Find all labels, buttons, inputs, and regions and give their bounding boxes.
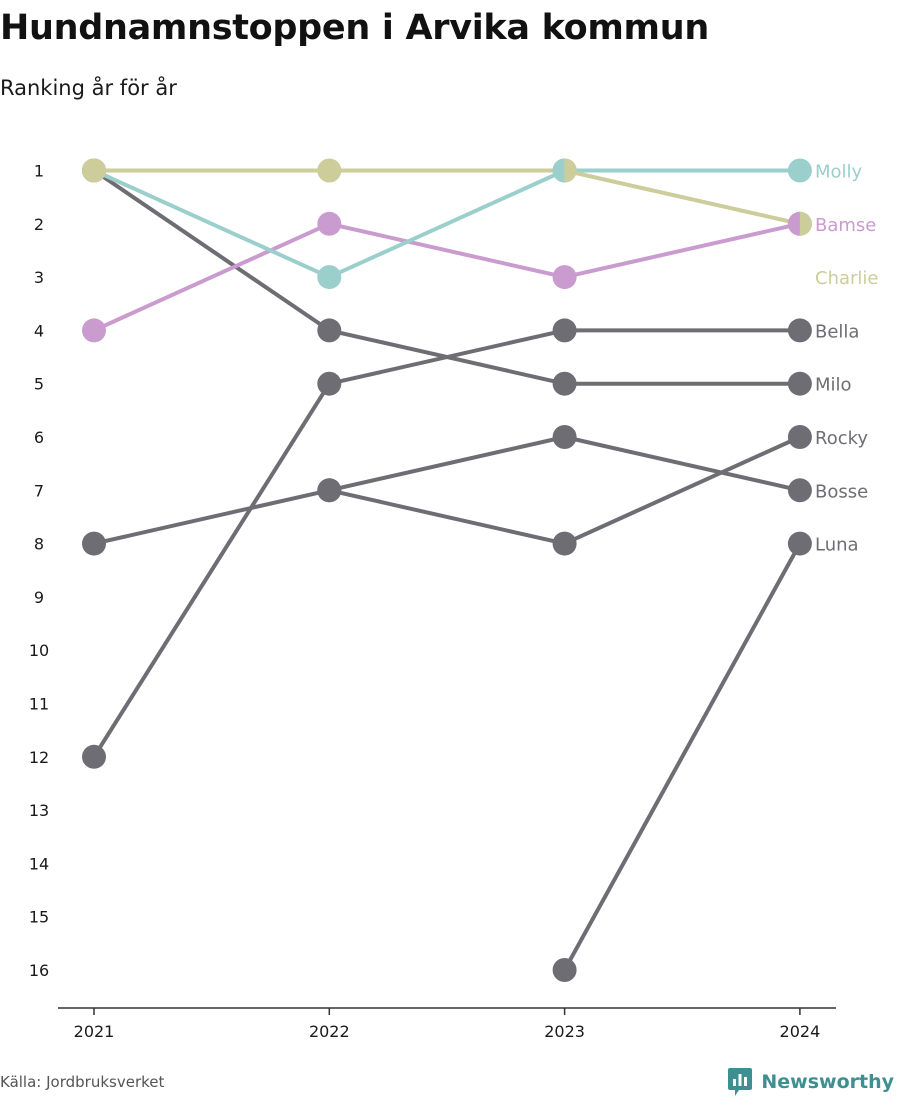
x-tick-label: 2024 [780,1022,821,1041]
series-molly [82,158,812,290]
y-tick-label: 4 [34,321,44,340]
x-tick-label: 2021 [74,1022,115,1041]
x-tick-label: 2022 [309,1022,350,1041]
series-line-bosse [92,435,802,546]
y-tick-label: 11 [29,695,49,714]
y-tick-label: 16 [29,961,49,980]
series-bosse [82,425,812,556]
split-point-2024-left [787,211,800,236]
data-point-luna [787,531,812,556]
series-line-bella [92,328,802,759]
brand-name: Newsworthy [761,1071,894,1093]
end-label-rocky: Rocky [815,428,868,449]
data-point-bamse [552,265,577,290]
bump-chart: 2021 2022 2023 202412345678910111213141516M… [29,158,878,1041]
end-label-milo: Milo [815,375,852,396]
y-tick-label: 6 [34,428,44,447]
y-tick-label: 13 [29,801,49,820]
data-point-bella [317,371,342,396]
series-bella [82,318,812,769]
chart-subtitle: Ranking år för år [0,76,177,100]
series-line-luna [562,541,802,972]
series-line-charlie [92,168,802,226]
y-tick-label: 14 [29,854,49,873]
data-point-milo [787,371,812,396]
data-point-rocky [552,531,577,556]
y-tick-label: 7 [34,481,44,500]
y-tick-label: 12 [29,748,49,767]
series-line-bamse [92,221,802,333]
series-rocky [317,425,812,556]
split-point-2023-left [552,158,565,183]
end-label-bella: Bella [815,321,859,342]
y-tick-label: 3 [34,268,44,287]
y-tick-label: 15 [29,908,49,927]
end-label-bamse: Bamse [815,215,876,236]
series-line-molly [92,168,802,280]
data-point-milo [552,371,577,396]
data-point-molly [317,265,342,290]
y-tick-label: 9 [34,588,44,607]
chart-title: Hundnamnstoppen i Arvika kommun [0,8,709,48]
source-note: Källa: Jordbruksverket [0,1073,165,1091]
end-label-molly: Molly [815,162,863,183]
data-point-bamse [82,318,106,343]
y-tick-label: 5 [34,375,44,394]
series-line-milo [92,168,802,386]
y-tick-label: 8 [34,535,44,554]
y-tick-label: 2 [34,215,44,234]
data-point-bella [787,318,812,343]
end-label-charlie: Charlie [815,268,878,289]
data-point-luna [552,958,577,982]
data-point-bosse [552,425,577,449]
split-point-2024-right [799,211,812,236]
data-point-bella [552,318,577,343]
data-point-charlie [317,158,342,183]
brand-logo: Newsworthy [727,1066,894,1098]
series-line-rocky [327,435,802,546]
series-milo [82,158,812,396]
x-tick-label: 2023 [544,1022,585,1041]
data-point-bosse [82,531,106,556]
data-point-rocky [787,425,812,449]
split-point-2023-right [564,158,577,183]
series-luna [552,531,812,982]
y-tick-label: 10 [29,641,49,660]
series-bamse [82,211,812,343]
data-point-rocky [317,478,342,503]
data-point-bella [82,744,106,769]
newsworthy-logo-icon [728,1068,753,1096]
end-label-bosse: Bosse [815,481,868,502]
data-point-molly [787,158,812,183]
data-point-bosse [787,478,812,503]
data-point-bamse [317,211,342,236]
end-label-luna: Luna [815,535,859,556]
data-point-charlie [82,158,106,183]
data-point-milo [317,318,342,343]
y-tick-label: 1 [34,162,44,181]
